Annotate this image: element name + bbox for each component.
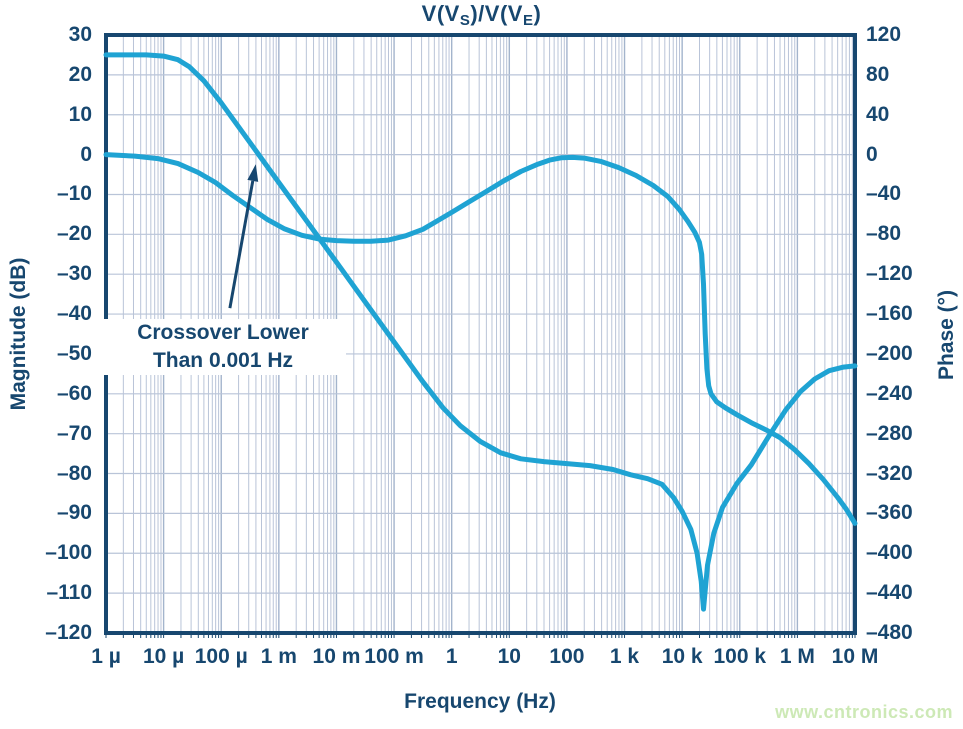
- y-left-tick-label: 0: [80, 142, 92, 166]
- x-tick-label: 100: [549, 645, 585, 668]
- y-right-tick-label: –240: [866, 381, 913, 405]
- title-part: V(V: [421, 1, 460, 26]
- annotation-line1: Crossover Lower: [137, 321, 309, 344]
- y-right-tick-label: –200: [866, 341, 913, 365]
- annotation-arrow-line: [228, 180, 255, 309]
- y-left-tick-label: 10: [68, 102, 92, 126]
- title-subscript: E: [522, 12, 534, 29]
- y-left-tick-label: –70: [56, 421, 92, 445]
- y-right-tick-label: –120: [866, 262, 913, 286]
- chart-title: V(VS)/V(VE): [0, 1, 963, 29]
- x-tick-label: 1 µ: [91, 645, 121, 668]
- x-tick-label: 10 m: [312, 645, 361, 668]
- title-part: )/V(V: [470, 1, 523, 26]
- y-right-tick-label: –280: [866, 421, 913, 445]
- y-right-tick-label: 120: [866, 23, 902, 46]
- x-tick-label: 1 m: [260, 645, 297, 668]
- annotation-line2: Than 0.001 Hz: [152, 349, 294, 372]
- y-left-tick-label: –100: [45, 541, 92, 565]
- y-left-tick-label: –90: [56, 501, 92, 525]
- y-right-tick-label: –40: [866, 182, 902, 206]
- x-tick-label: 1 M: [779, 645, 815, 668]
- x-tick-label: 10 µ: [142, 645, 185, 668]
- x-tick-label: 100 k: [713, 645, 767, 668]
- x-axis-label-frequency: Frequency (Hz): [404, 690, 556, 713]
- y-right-tick-label: –480: [866, 621, 913, 644]
- y-left-tick-label: 30: [68, 23, 92, 46]
- y-right-tick-label: –400: [866, 541, 913, 565]
- y-left-tick-label: –40: [56, 302, 92, 326]
- y-left-tick-label: –120: [45, 621, 92, 644]
- y-right-tick-label: 0: [866, 142, 878, 166]
- y-right-tick-label: 40: [866, 102, 890, 126]
- annotation-arrow-head: [247, 164, 259, 182]
- x-tick-label: 10: [497, 645, 521, 668]
- y-left-tick-label: –50: [56, 341, 92, 365]
- title-subscript: S: [459, 12, 471, 29]
- y-left-tick-label: –20: [56, 222, 92, 246]
- title-part: ): [533, 1, 542, 26]
- y-left-tick-label: –60: [56, 381, 92, 405]
- y-right-tick-label: 80: [866, 62, 890, 86]
- y-left-tick-label: –110: [46, 581, 92, 605]
- y-left-tick-label: –80: [56, 461, 92, 485]
- x-tick-label: 100 µ: [194, 645, 248, 668]
- x-tick-label: 10 k: [661, 645, 703, 668]
- y-right-tick-label: –360: [866, 501, 913, 525]
- y-right-tick-label: –440: [866, 581, 913, 605]
- x-tick-label: 10 M: [831, 645, 879, 668]
- curve-magnitude: [103, 52, 858, 612]
- curve-phase: [103, 152, 858, 526]
- y-left-tick-label: –30: [56, 262, 92, 286]
- y-left-tick-label: –10: [56, 182, 92, 206]
- y-right-tick-label: –320: [866, 461, 913, 485]
- y-right-tick-label: –160: [866, 302, 913, 326]
- watermark-text: www.cntronics.com: [775, 702, 953, 722]
- x-tick-label: 1 k: [609, 645, 640, 668]
- y-right-tick-label: –80: [866, 222, 902, 246]
- x-tick-label: 1: [445, 645, 458, 668]
- y-left-tick-label: 20: [68, 62, 92, 86]
- annotation-crossover: Crossover Lower Than 0.001 Hz: [100, 319, 346, 375]
- x-tick-label: 100 m: [364, 645, 424, 668]
